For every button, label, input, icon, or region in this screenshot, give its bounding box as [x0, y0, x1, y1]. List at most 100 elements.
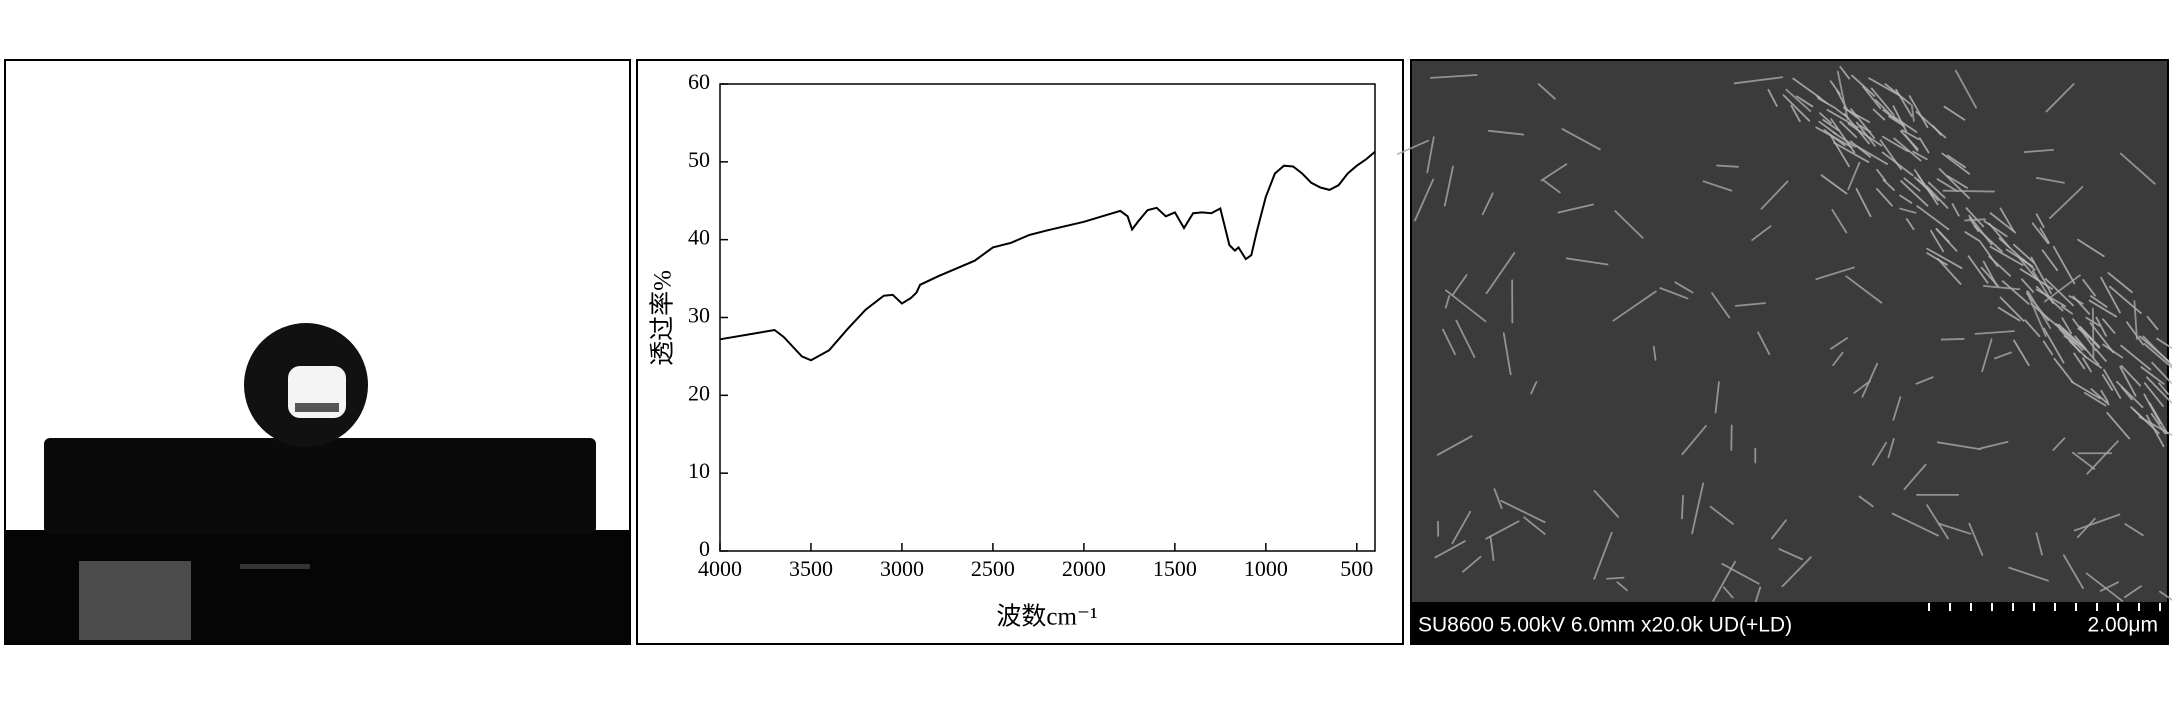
needle: [1702, 180, 1733, 192]
needle: [1903, 177, 1921, 192]
needle: [2049, 186, 2084, 219]
needle: [1790, 104, 1801, 123]
chart-frame: [636, 59, 1404, 645]
needle: [2151, 361, 2172, 386]
needle: [2099, 581, 2120, 592]
needle: [1770, 519, 1787, 540]
needle: [1489, 535, 1495, 562]
needle: [1973, 225, 2003, 253]
sem-info-bar: [1411, 602, 2168, 644]
needle: [2071, 451, 2096, 470]
needle: [2146, 376, 2172, 405]
needle: [1943, 105, 1966, 121]
needle: [1979, 441, 2009, 450]
needle: [2052, 245, 2076, 285]
needle: [1451, 510, 1472, 545]
needle: [1833, 141, 1870, 163]
needle: [1781, 556, 1812, 588]
needle: [1942, 189, 1995, 193]
needle: [1879, 139, 1902, 171]
needle: [1681, 425, 1707, 456]
needle: [1936, 441, 1982, 451]
needle: [2091, 307, 2095, 359]
needle: [1908, 95, 1929, 129]
needle: [1455, 319, 1476, 359]
needle: [1899, 130, 1919, 150]
needle: [1451, 274, 1468, 297]
needle: [1430, 74, 1478, 79]
needle: [2035, 213, 2045, 228]
needle: [1462, 555, 1482, 573]
needle: [1936, 257, 1962, 285]
needle: [1946, 154, 1966, 169]
needle: [2101, 373, 2114, 391]
needle: [1862, 85, 1882, 110]
needle: [1674, 281, 1694, 294]
needle: [1606, 576, 1625, 580]
needle: [1751, 225, 1772, 241]
needle: [1965, 207, 1985, 228]
needle: [1903, 463, 1927, 491]
needle: [2078, 325, 2101, 348]
needle: [1887, 437, 1895, 459]
needle: [2107, 271, 2133, 294]
needle: [2005, 248, 2034, 268]
x-tick-label: 4000: [698, 556, 742, 581]
y-axis-label: 透过率%: [649, 270, 677, 366]
needle: [1910, 104, 1915, 122]
needle: [1997, 306, 2021, 322]
needle: [2057, 323, 2086, 350]
needle: [1434, 540, 1466, 559]
needle: [2156, 337, 2172, 350]
needle: [2035, 532, 2043, 556]
needle: [2042, 340, 2054, 356]
needle: [2030, 302, 2061, 330]
needle: [2089, 322, 2115, 354]
needle: [1733, 76, 1784, 85]
needle: [1875, 188, 1893, 207]
needle: [1989, 212, 2017, 234]
reflection: [240, 564, 310, 569]
needle: [1565, 257, 1609, 266]
needle: [1832, 351, 1844, 367]
needle: [1818, 120, 1837, 135]
needle: [1593, 489, 1620, 518]
needle: [2119, 365, 2137, 397]
needle: [2140, 366, 2165, 385]
needle: [1614, 210, 1644, 239]
needle: [1523, 516, 1546, 535]
needle: [2126, 321, 2144, 346]
needle: [2044, 278, 2074, 307]
needle: [1918, 137, 1930, 154]
needle: [2095, 316, 2108, 337]
needle: [1487, 129, 1525, 136]
needle: [1426, 136, 1435, 174]
needle: [1946, 175, 1968, 189]
needle: [1895, 88, 1913, 118]
x-tick-label: 2000: [1062, 556, 1106, 581]
droplet-highlight: [295, 403, 339, 412]
needle: [2027, 290, 2052, 329]
needle: [1861, 362, 1879, 398]
y-tick-label: 50: [688, 147, 710, 172]
needle: [2159, 590, 2172, 601]
needle: [2001, 280, 2030, 305]
needle: [1980, 266, 2000, 288]
needle: [1892, 396, 1902, 421]
needle: [1926, 185, 1949, 209]
needle: [1822, 118, 1840, 132]
needle: [1767, 88, 1778, 107]
needle: [2138, 335, 2170, 363]
needle: [1851, 74, 1876, 97]
needle: [2083, 355, 2103, 369]
needle: [2102, 318, 2116, 334]
needle: [1443, 165, 1454, 207]
needle: [2039, 227, 2050, 244]
needle: [1839, 120, 1858, 138]
x-axis-label: 波数cm⁻¹: [996, 603, 1097, 631]
needle: [2085, 572, 2124, 602]
needle: [1981, 338, 1993, 373]
needle: [2089, 295, 2108, 308]
scale-label: 2.00μm: [2088, 614, 2158, 637]
needle: [1782, 94, 1811, 122]
